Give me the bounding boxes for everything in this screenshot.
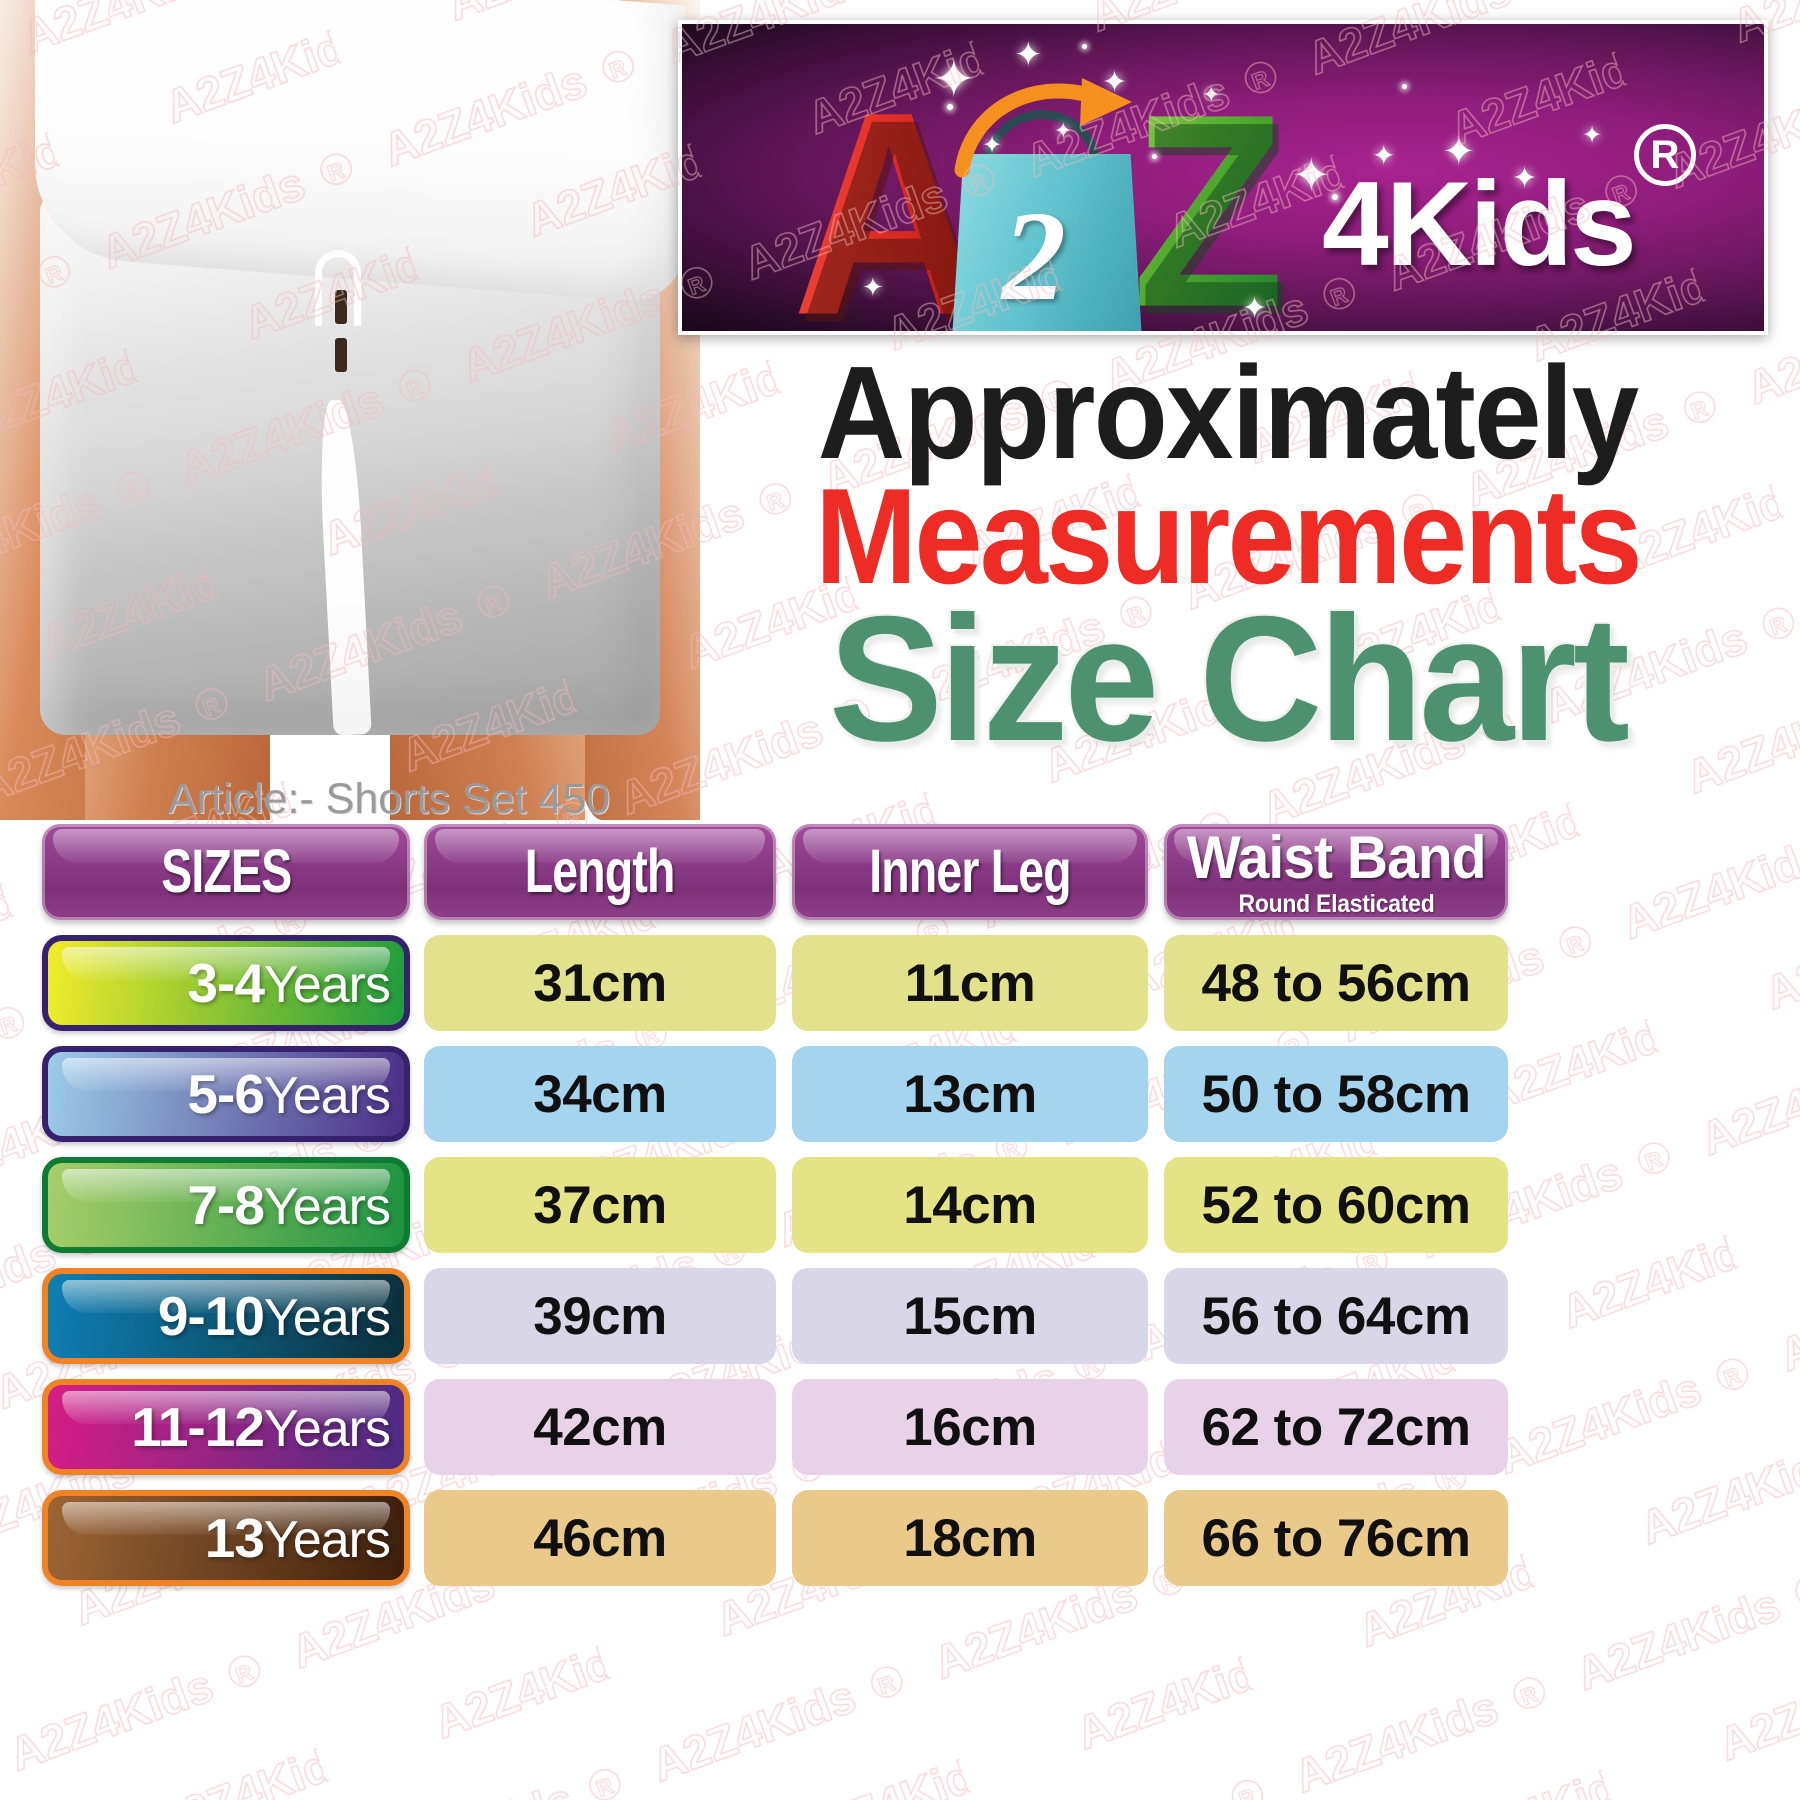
waist-band-cell-value: 62 to 72cm	[1201, 1397, 1471, 1457]
drawstring-tip-right	[335, 338, 347, 372]
table-body: 3-4Years 31cm 11cm 48 to 56cm 5-6Years 34cm 13…	[0, 929, 1800, 1595]
size-label: 11-12Years	[131, 1395, 391, 1458]
inner-leg-cell-value: 18cm	[903, 1508, 1037, 1568]
sparkle-icon: ✦	[1102, 66, 1128, 99]
inner-leg-cell-value: 11cm	[904, 953, 1036, 1013]
size-pill-9-10[interactable]: 9-10Years	[42, 1268, 410, 1364]
waist-band-cell: 56 to 64cm	[1164, 1268, 1508, 1364]
size-label: 5-6Years	[187, 1062, 391, 1125]
length-cell: 31cm	[424, 935, 776, 1031]
size-label: 9-10Years	[157, 1284, 391, 1347]
sparkle-icon: ✦	[1202, 82, 1221, 107]
drawstring-tip-left	[335, 290, 347, 324]
length-cell: 42cm	[424, 1379, 776, 1475]
table-header-row: SIZES Length Inner Leg Waist Band Round …	[0, 818, 1800, 929]
registered-trademark-icon: R	[1634, 124, 1696, 186]
sparkle-icon: ✦	[862, 272, 884, 302]
inner-leg-cell-value: 15cm	[903, 1286, 1037, 1346]
table-row: 7-8Years 37cm 14cm 52 to 60cm	[0, 1151, 1800, 1262]
waist-band-cell-value: 50 to 58cm	[1201, 1064, 1471, 1124]
size-pill-11-12[interactable]: 11-12Years	[42, 1379, 410, 1475]
size-pill-3-4[interactable]: 3-4Years	[42, 935, 410, 1031]
waist-band-cell-value: 48 to 56cm	[1201, 953, 1471, 1013]
sparkle-icon: ✦	[1442, 130, 1476, 174]
sparkle-dot-icon	[1152, 154, 1157, 159]
sparkle-dot-icon	[1332, 194, 1338, 200]
waist-band-cell: 50 to 58cm	[1164, 1046, 1508, 1142]
a2z4kids-logo-banner: A 2 Z 4Kids R ✦ ✦ ✦ ✦ ✦ ✦ ✦ ✦ ✦ ✦ ✦ ✦ ✦	[678, 20, 1768, 335]
size-label: 13Years	[204, 1506, 391, 1569]
sparkle-icon: ✦	[1372, 140, 1396, 171]
waist-band-cell: 48 to 56cm	[1164, 935, 1508, 1031]
title-size-chart: Size Chart	[828, 579, 1630, 778]
inner-leg-cell: 16cm	[792, 1379, 1148, 1475]
length-cell-value: 46cm	[533, 1508, 667, 1568]
column-header-inner-leg-label: Inner Leg	[869, 837, 1071, 906]
inner-leg-cell-value: 14cm	[903, 1175, 1037, 1235]
length-cell-value: 42cm	[533, 1397, 667, 1457]
product-photo	[0, 0, 700, 820]
size-pill-7-8[interactable]: 7-8Years	[42, 1157, 410, 1253]
waist-band-cell: 62 to 72cm	[1164, 1379, 1508, 1475]
size-chart-table: SIZES Length Inner Leg Waist Band Round …	[0, 818, 1800, 1595]
column-header-waist-band-label: Waist Band	[1186, 824, 1487, 891]
sparkle-icon: ✦	[1582, 122, 1603, 149]
sparkle-dot-icon	[947, 104, 953, 110]
size-label: 3-4Years	[187, 951, 391, 1014]
column-header-sizes: SIZES	[42, 824, 410, 920]
length-cell-value: 34cm	[533, 1064, 667, 1124]
column-header-sizes-label: SIZES	[160, 837, 292, 906]
length-cell: 37cm	[424, 1157, 776, 1253]
table-row: 9-10Years 39cm 15cm 56 to 64cm	[0, 1262, 1800, 1373]
table-row: 13Years 46cm 18cm 66 to 76cm	[0, 1484, 1800, 1595]
sparkle-icon: ✦	[1242, 292, 1268, 325]
table-row: 11-12Years 42cm 16cm 62 to 72cm	[0, 1373, 1800, 1484]
column-header-length: Length	[424, 824, 776, 920]
table-row: 5-6Years 34cm 13cm 50 to 58cm	[0, 1040, 1800, 1151]
length-cell-value: 31cm	[533, 953, 667, 1013]
sparkle-icon: ✦	[1292, 149, 1331, 201]
size-pill-13[interactable]: 13Years	[42, 1490, 410, 1586]
waist-band-cell: 52 to 60cm	[1164, 1157, 1508, 1253]
sparkle-icon: ✦	[1054, 118, 1073, 143]
sparkle-icon: ✦	[1014, 36, 1043, 74]
inner-leg-cell: 14cm	[792, 1157, 1148, 1253]
length-cell: 34cm	[424, 1046, 776, 1142]
inner-leg-cell: 13cm	[792, 1046, 1148, 1142]
sparkle-dot-icon	[1402, 84, 1407, 89]
length-cell: 46cm	[424, 1490, 776, 1586]
size-label: 7-8Years	[187, 1173, 391, 1236]
length-cell-value: 39cm	[533, 1286, 667, 1346]
title-approximately: Approximately	[817, 339, 1639, 486]
inner-leg-cell-value: 13cm	[903, 1064, 1037, 1124]
sparkle-dot-icon	[1082, 44, 1087, 49]
inner-leg-cell: 11cm	[792, 935, 1148, 1031]
sparkle-icon: ✦	[932, 51, 976, 109]
inner-leg-cell-value: 16cm	[903, 1397, 1037, 1457]
column-header-waist-band: Waist Band Round Elasticated	[1164, 824, 1508, 920]
waist-band-cell-value: 56 to 64cm	[1201, 1286, 1471, 1346]
length-cell: 39cm	[424, 1268, 776, 1364]
column-header-waist-band-sublabel: Round Elasticated	[1238, 889, 1434, 918]
waist-band-cell-value: 66 to 76cm	[1201, 1508, 1471, 1568]
logo-superscript-two: 2	[1002, 185, 1066, 327]
waist-band-cell: 66 to 76cm	[1164, 1490, 1508, 1586]
column-header-length-label: Length	[525, 837, 676, 906]
sparkle-icon: ✦	[982, 132, 1003, 159]
length-cell-value: 37cm	[533, 1175, 667, 1235]
column-header-inner-leg: Inner Leg	[792, 824, 1148, 920]
white-tshirt	[35, 0, 685, 306]
inner-leg-cell: 15cm	[792, 1268, 1148, 1364]
size-pill-5-6[interactable]: 5-6Years	[42, 1046, 410, 1142]
table-row: 3-4Years 31cm 11cm 48 to 56cm	[0, 929, 1800, 1040]
waist-band-cell-value: 52 to 60cm	[1201, 1175, 1471, 1235]
inner-leg-cell: 18cm	[792, 1490, 1148, 1586]
article-label: Article:- Shorts Set 450	[168, 775, 611, 823]
sparkle-icon: ✦	[1512, 162, 1538, 195]
logo-wordmark: 4Kids	[1322, 157, 1637, 291]
